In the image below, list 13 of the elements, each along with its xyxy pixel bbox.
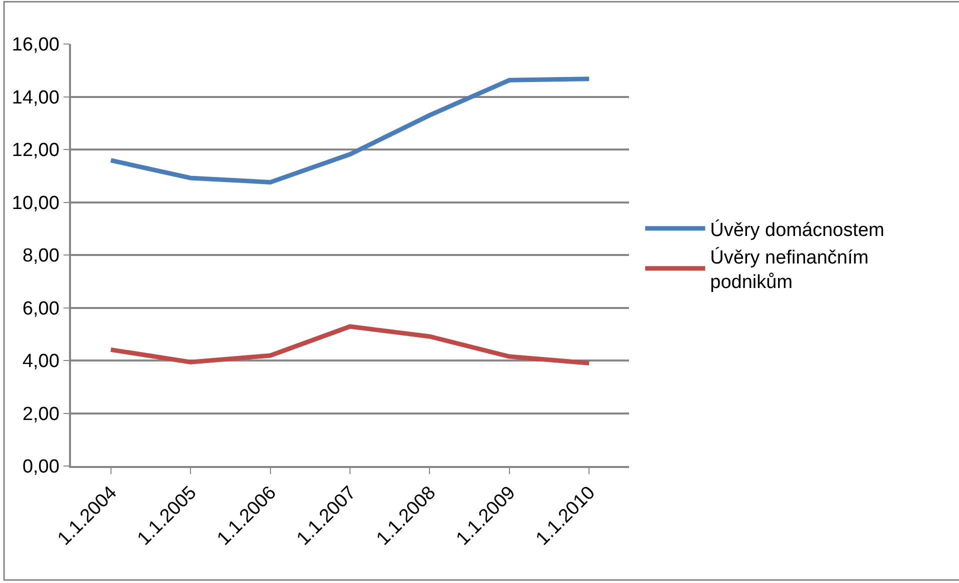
y-tick-label: 12,00 [12,140,60,162]
legend-label: Úvěry nefinančním podnikům [710,246,869,294]
y-tick-label: 14,00 [12,87,60,108]
y-tick-label: 16,00 [12,34,60,56]
y-tick-label: 6,00 [22,298,60,320]
y-tick-label: 4,00 [22,351,60,372]
line-series [108,76,592,184]
legend-label: Úvěry domácnostem [710,218,884,241]
y-tick-label: 8,00 [22,246,60,267]
y-tick-label: 0,00 [22,456,60,478]
y-tick-label: 2,00 [22,404,60,425]
y-tick-label: 10,00 [12,192,60,214]
line-series [108,324,592,366]
